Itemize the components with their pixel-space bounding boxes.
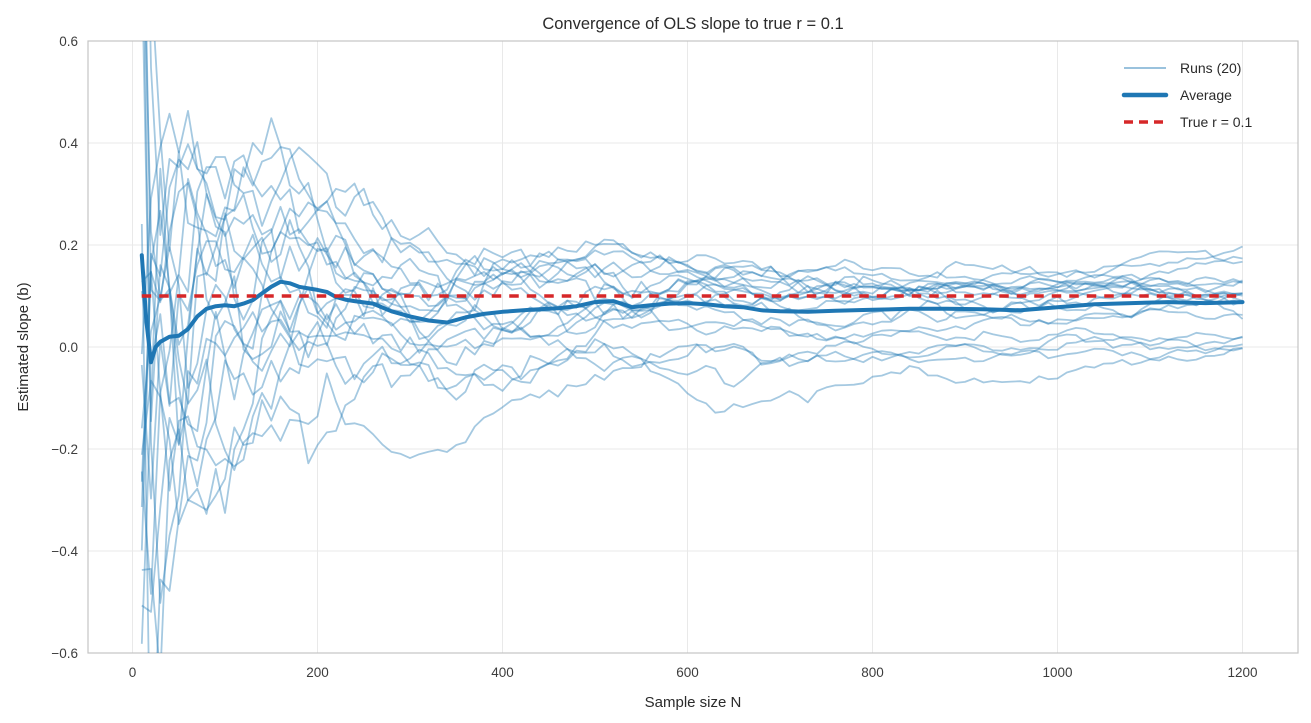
- run-line: [140, 110, 1243, 355]
- run-line: [145, 41, 1243, 446]
- run-line: [140, 167, 1243, 644]
- run-line: [141, 275, 1243, 653]
- run-line: [145, 41, 1244, 488]
- x-tick-label: 600: [676, 665, 699, 680]
- run-line: [140, 182, 1243, 653]
- axes-frame: [87, 40, 1299, 654]
- y-tick-labels: 0.6 0.4 0.2 0.0 −0.2 −0.4 −0.6: [51, 34, 78, 661]
- legend: Runs (20) Average True r = 0.1: [1121, 60, 1252, 130]
- run-line: [140, 250, 1243, 433]
- run-line: [140, 209, 1243, 551]
- legend-average-label: Average: [1180, 87, 1232, 103]
- x-tick-labels: 0 200 400 600 800 1000 1200: [129, 665, 1258, 680]
- legend-true-label: True r = 0.1: [1180, 114, 1252, 130]
- average-line-layer: [139, 253, 1245, 365]
- run-line: [141, 146, 1243, 613]
- x-tick-label: 1200: [1227, 665, 1257, 680]
- run-line: [140, 338, 1243, 525]
- y-tick-label: 0.6: [59, 34, 78, 49]
- y-tick-label: 0.4: [59, 136, 78, 151]
- run-line: [140, 154, 1243, 595]
- chart-title: Convergence of OLS slope to true r = 0.1: [542, 15, 843, 33]
- y-axis-label: Estimated slope (b): [15, 282, 32, 411]
- run-line: [142, 41, 1243, 423]
- legend-runs-label: Runs (20): [1180, 60, 1241, 76]
- x-tick-label: 0: [129, 665, 137, 680]
- x-tick-label: 400: [491, 665, 514, 680]
- average-line: [139, 253, 1245, 365]
- x-tick-label: 200: [306, 665, 329, 680]
- y-tick-label: 0.2: [59, 238, 78, 253]
- x-tick-label: 800: [861, 665, 884, 680]
- run-line: [149, 41, 1243, 307]
- y-tick-label: −0.4: [51, 544, 78, 559]
- y-tick-label: 0.0: [59, 340, 78, 355]
- y-tick-label: −0.6: [51, 646, 78, 661]
- x-axis-label: Sample size N: [645, 694, 742, 711]
- run-line: [153, 41, 1243, 338]
- run-line: [140, 246, 1243, 429]
- x-tick-label: 1000: [1042, 665, 1072, 680]
- run-lines-layer: [140, 41, 1244, 653]
- run-line: [143, 41, 1243, 604]
- y-tick-label: −0.2: [51, 442, 78, 457]
